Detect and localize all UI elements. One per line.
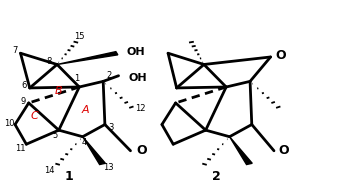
Text: 14: 14 [44,166,55,175]
Text: 13: 13 [103,163,113,172]
Text: 2: 2 [107,71,112,80]
Text: B: B [54,86,62,96]
Text: A: A [82,105,89,115]
Text: 3: 3 [108,123,114,132]
Text: 1: 1 [64,170,73,183]
Text: O: O [137,144,147,157]
Text: 6: 6 [21,81,26,90]
Text: O: O [279,144,289,157]
Text: 11: 11 [15,144,25,153]
Text: 10: 10 [4,119,14,128]
Text: 2: 2 [212,170,220,183]
Polygon shape [229,137,252,165]
Polygon shape [57,52,118,64]
Text: 1: 1 [74,74,79,83]
Text: 9: 9 [21,97,26,106]
Text: 15: 15 [74,32,84,41]
Text: OH: OH [127,47,145,57]
Text: C: C [30,111,38,121]
Text: 4: 4 [82,138,87,147]
Text: OH: OH [128,73,147,83]
Text: 8: 8 [47,57,52,66]
Text: 7: 7 [12,46,18,55]
Text: 5: 5 [52,131,57,140]
Text: 12: 12 [135,104,145,113]
Text: O: O [275,49,286,62]
Polygon shape [83,137,105,165]
